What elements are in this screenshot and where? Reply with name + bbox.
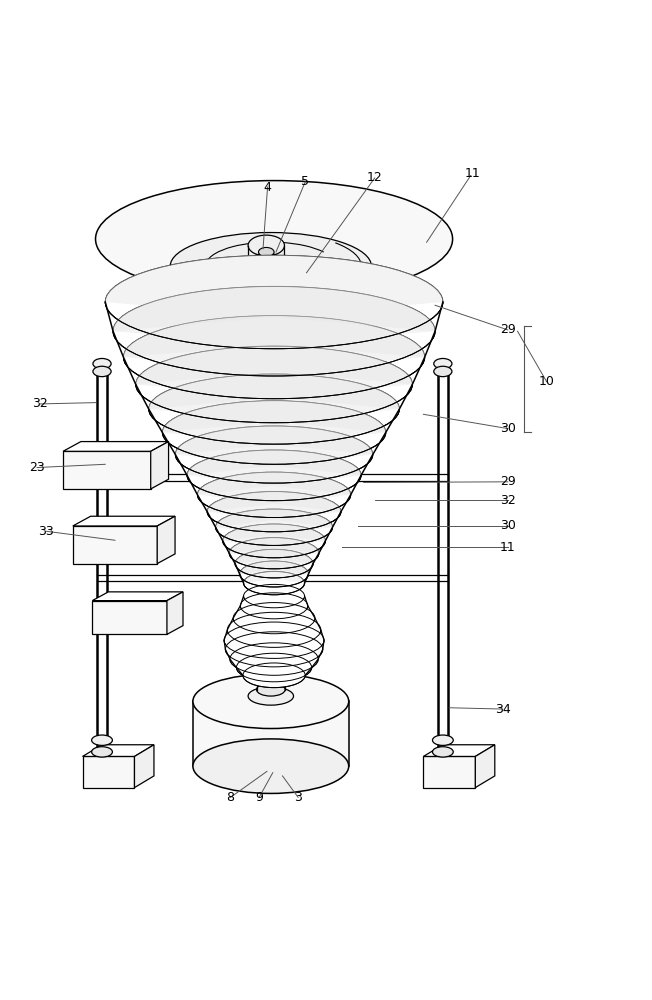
Ellipse shape xyxy=(136,346,412,423)
Text: 12: 12 xyxy=(367,171,383,184)
Ellipse shape xyxy=(123,316,424,399)
Text: 33: 33 xyxy=(38,525,53,538)
Ellipse shape xyxy=(149,374,400,444)
Ellipse shape xyxy=(244,584,304,608)
Polygon shape xyxy=(423,756,475,788)
Polygon shape xyxy=(167,592,183,634)
Polygon shape xyxy=(105,255,443,331)
Ellipse shape xyxy=(235,549,313,578)
Ellipse shape xyxy=(113,286,435,376)
Ellipse shape xyxy=(223,524,325,558)
Text: 11: 11 xyxy=(500,541,516,554)
Ellipse shape xyxy=(226,632,323,667)
Polygon shape xyxy=(149,374,400,432)
Ellipse shape xyxy=(198,472,351,518)
Ellipse shape xyxy=(224,622,324,658)
Polygon shape xyxy=(187,450,361,495)
Polygon shape xyxy=(93,592,183,601)
Polygon shape xyxy=(63,451,151,489)
Polygon shape xyxy=(83,745,154,756)
Polygon shape xyxy=(83,756,134,788)
Text: 30: 30 xyxy=(500,519,516,532)
Ellipse shape xyxy=(228,612,321,647)
Text: 9: 9 xyxy=(255,791,263,804)
Ellipse shape xyxy=(240,561,308,587)
Ellipse shape xyxy=(258,247,274,257)
Ellipse shape xyxy=(233,603,315,634)
Polygon shape xyxy=(207,492,341,527)
Ellipse shape xyxy=(248,235,284,256)
Text: 32: 32 xyxy=(33,397,48,410)
Text: 30: 30 xyxy=(500,422,516,435)
Ellipse shape xyxy=(175,426,373,483)
Text: 23: 23 xyxy=(29,461,45,474)
Polygon shape xyxy=(63,442,169,451)
Ellipse shape xyxy=(256,683,285,696)
Polygon shape xyxy=(73,516,175,526)
Ellipse shape xyxy=(243,663,305,688)
Polygon shape xyxy=(235,549,313,574)
Ellipse shape xyxy=(241,593,308,619)
Polygon shape xyxy=(175,426,373,475)
Polygon shape xyxy=(157,516,175,564)
Polygon shape xyxy=(475,745,495,788)
Ellipse shape xyxy=(207,492,341,532)
Polygon shape xyxy=(240,561,308,583)
Text: 4: 4 xyxy=(263,181,271,194)
Ellipse shape xyxy=(432,735,453,745)
Text: 34: 34 xyxy=(495,703,511,716)
Ellipse shape xyxy=(237,653,312,682)
Polygon shape xyxy=(193,701,349,766)
Ellipse shape xyxy=(92,747,112,757)
Ellipse shape xyxy=(105,255,443,349)
Text: 32: 32 xyxy=(500,493,516,506)
Polygon shape xyxy=(265,673,276,680)
Ellipse shape xyxy=(230,538,319,569)
Ellipse shape xyxy=(92,735,112,745)
Text: 11: 11 xyxy=(464,167,480,180)
Polygon shape xyxy=(230,538,319,564)
Polygon shape xyxy=(113,286,435,357)
Ellipse shape xyxy=(244,571,304,595)
Ellipse shape xyxy=(248,253,284,274)
Polygon shape xyxy=(223,524,325,553)
Polygon shape xyxy=(423,745,495,756)
Polygon shape xyxy=(134,745,154,788)
Polygon shape xyxy=(198,472,351,512)
Ellipse shape xyxy=(187,450,361,501)
Ellipse shape xyxy=(193,739,349,793)
Text: 10: 10 xyxy=(539,375,555,388)
Ellipse shape xyxy=(93,366,111,377)
Ellipse shape xyxy=(96,181,452,297)
Polygon shape xyxy=(162,401,386,455)
Text: 29: 29 xyxy=(500,475,516,488)
Ellipse shape xyxy=(432,747,453,757)
Ellipse shape xyxy=(248,687,293,705)
Polygon shape xyxy=(93,601,167,634)
Ellipse shape xyxy=(93,358,111,369)
Ellipse shape xyxy=(254,256,279,271)
Polygon shape xyxy=(136,346,412,409)
Ellipse shape xyxy=(434,366,452,377)
Polygon shape xyxy=(73,526,157,564)
Ellipse shape xyxy=(170,233,372,300)
Ellipse shape xyxy=(256,674,285,687)
Polygon shape xyxy=(123,316,424,384)
Ellipse shape xyxy=(434,358,452,369)
Polygon shape xyxy=(151,442,169,489)
Polygon shape xyxy=(216,509,333,541)
Ellipse shape xyxy=(216,509,333,545)
Text: 5: 5 xyxy=(301,175,309,188)
Ellipse shape xyxy=(230,643,318,675)
Text: 8: 8 xyxy=(226,791,235,804)
Text: 3: 3 xyxy=(294,791,302,804)
Ellipse shape xyxy=(162,401,386,464)
Text: 29: 29 xyxy=(500,323,516,336)
Ellipse shape xyxy=(193,674,349,729)
